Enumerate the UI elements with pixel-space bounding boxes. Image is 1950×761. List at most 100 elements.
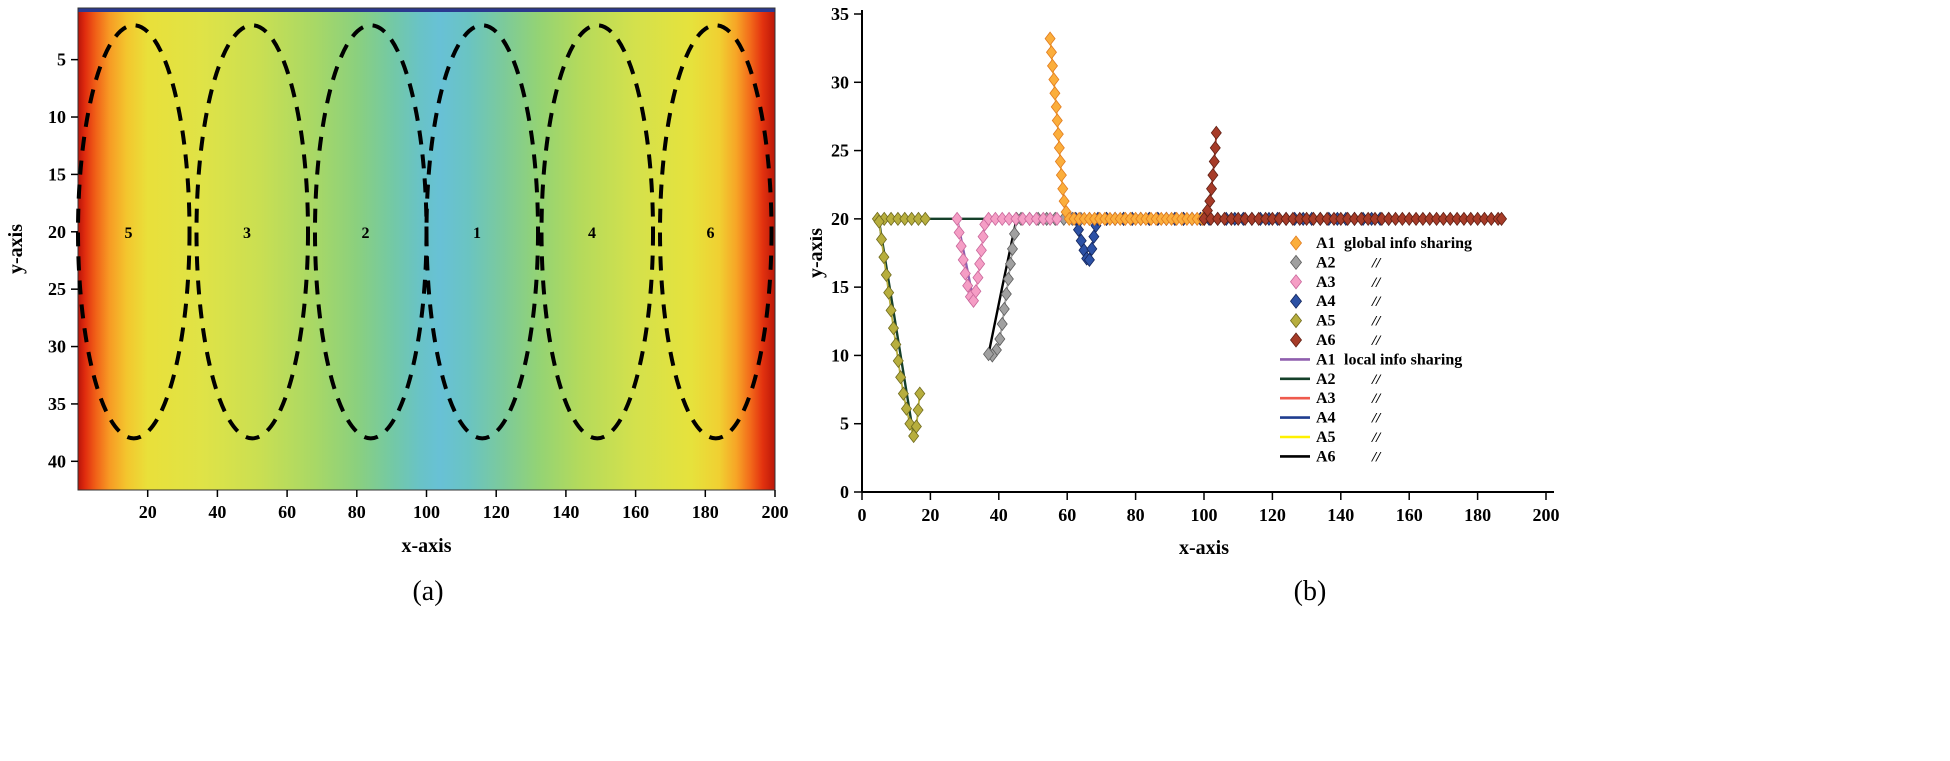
legend-diamond-icon [1289, 293, 1303, 309]
marker-diamond-A1 [1053, 140, 1065, 155]
marker-diamond-A1 [1055, 167, 1067, 183]
x-tick-label: 160 [622, 502, 649, 522]
marker-diamond-A2 [998, 301, 1010, 317]
legend-entry-A2-local: A2 // [1280, 371, 1382, 388]
legend-label: A3 [1316, 274, 1336, 291]
legend-entry-A1-local: A1 local info sharing [1280, 351, 1462, 368]
marker-diamond-A4 [1083, 252, 1095, 267]
legend-suffix-text: global info sharing [1344, 235, 1472, 252]
marker-diamond-A5 [873, 214, 885, 229]
y-tick-label: 5 [840, 414, 849, 434]
search-region-ellipse-2 [312, 23, 429, 441]
marker-diamond-A5 [878, 249, 890, 265]
legend-diamond-icon [1289, 274, 1303, 290]
marker-diamond-A5 [890, 337, 902, 352]
y-axis-label: y-axis [5, 224, 27, 274]
y-tick-label: 40 [48, 451, 66, 471]
marker-diamond-A1 [1050, 99, 1062, 115]
legend-label: A2 [1316, 254, 1336, 271]
marker-diamond-A5 [885, 303, 897, 318]
x-tick-label: 20 [921, 505, 939, 525]
trajectory-line-A2-local [877, 217, 1016, 437]
search-region-ellipse-4 [539, 23, 656, 441]
legend-label: A4 [1316, 293, 1336, 310]
marker-diamond-A2 [1000, 286, 1012, 302]
panel-b-trajectory-plot: 0 20 40 60 80 100 120 140 160 180 200 0 5 10 15 20 25 30 3… [810, 4, 1560, 559]
x-tick-label: 160 [1396, 505, 1423, 525]
x-tick-label: 60 [1058, 505, 1076, 525]
legend-label: A4 [1316, 410, 1336, 427]
legend-ditto: // [1371, 391, 1382, 407]
heatmap-top-edge [78, 8, 775, 12]
marker-diamond-A1 [1051, 113, 1063, 128]
marker-diamond-A3 [951, 211, 963, 227]
marker-diamond-A2 [1006, 241, 1018, 257]
search-region-ellipse-5 [76, 23, 192, 441]
y-tick-label: 30 [48, 337, 66, 357]
legend-diamond-icon [1289, 312, 1303, 329]
y-tick-label: 25 [831, 141, 849, 161]
x-tick-label: 40 [208, 502, 226, 522]
marker-diamond-A3 [953, 225, 965, 240]
y-tick-label: 10 [48, 107, 66, 127]
marker-diamond-A5 [897, 386, 909, 401]
legend-ditto: // [1371, 430, 1382, 446]
marker-diamond-A1 [1046, 58, 1058, 74]
legend-entry-A1-global: A1 global info sharing [1289, 235, 1472, 252]
marker-diamond-A1 [1049, 86, 1061, 101]
marker-diamond-A5 [914, 386, 926, 401]
marker-diamond-A5 [919, 211, 931, 227]
y-tick-label: 30 [831, 72, 849, 92]
panel-a-heatmap: 5 3 2 1 4 6 20 40 60 80 100 120 140 160 180 200 5 10 15 20 2… [5, 7, 789, 557]
marker-diamond-A1 [1045, 45, 1057, 60]
legend-entry-A6-local: A6 // [1280, 448, 1382, 465]
marker-diamond-A5 [912, 402, 924, 418]
marker-diamond-A5 [887, 320, 899, 336]
marker-diamond-A2 [1004, 256, 1016, 272]
legend-label: A5 [1316, 313, 1336, 330]
search-region-ellipse-6 [657, 23, 774, 441]
legend-ditto: // [1371, 255, 1382, 271]
x-tick-label: 0 [858, 505, 867, 525]
x-tick-label: 120 [1259, 505, 1286, 525]
marker-diamond-A3 [977, 229, 989, 244]
marker-diamond-A3 [957, 252, 969, 267]
x-tick-label: 200 [1533, 505, 1560, 525]
marker-diamond-A1 [1057, 181, 1069, 196]
y-tick-label: 20 [831, 209, 849, 229]
y-tick-label: 35 [48, 394, 66, 414]
marker-diamond-A3 [955, 239, 967, 254]
region-label-2: 2 [362, 225, 370, 242]
marker-diamond-A2 [996, 316, 1008, 332]
marker-diamond-A4 [1086, 241, 1098, 257]
legend-label: A1 [1316, 235, 1336, 252]
legend-label: A2 [1316, 371, 1336, 388]
legend-diamond-icon [1289, 332, 1303, 348]
x-tick-label: 100 [413, 502, 440, 522]
marker-diamond-A4 [1072, 222, 1084, 237]
y-tick-label: 35 [831, 4, 849, 24]
region-label-6: 6 [707, 225, 715, 242]
marker-diamond-A3 [974, 256, 986, 272]
x-tick-label: 180 [1464, 505, 1491, 525]
region-label-3: 3 [243, 225, 251, 242]
marker-diamond-A2 [1009, 226, 1021, 242]
legend-label: A3 [1316, 390, 1336, 407]
x-axis-label: x-axis [402, 535, 452, 557]
region-label-5: 5 [125, 225, 133, 242]
legend-entry-A4-global: A4 // [1289, 293, 1382, 310]
marker-diamond-A1 [1058, 193, 1070, 209]
marker-diamond-A6 [1208, 154, 1220, 169]
marker-diamond-A6 [1209, 140, 1221, 155]
marker-diamond-A1 [1054, 154, 1066, 169]
x-axis-label: x-axis [1179, 537, 1229, 559]
x-tick-label: 200 [762, 502, 789, 522]
legend-entry-A2-global: A2 // [1289, 254, 1382, 271]
x-tick-label: 20 [139, 502, 157, 522]
caption-a: (a) [412, 576, 444, 607]
x-tick-label: 80 [348, 502, 366, 522]
marker-diamond-A6 [1207, 167, 1219, 183]
marker-diamond-A6 [1206, 181, 1218, 196]
marker-diamond-A3 [972, 270, 984, 285]
x-tick-label: 60 [278, 502, 296, 522]
